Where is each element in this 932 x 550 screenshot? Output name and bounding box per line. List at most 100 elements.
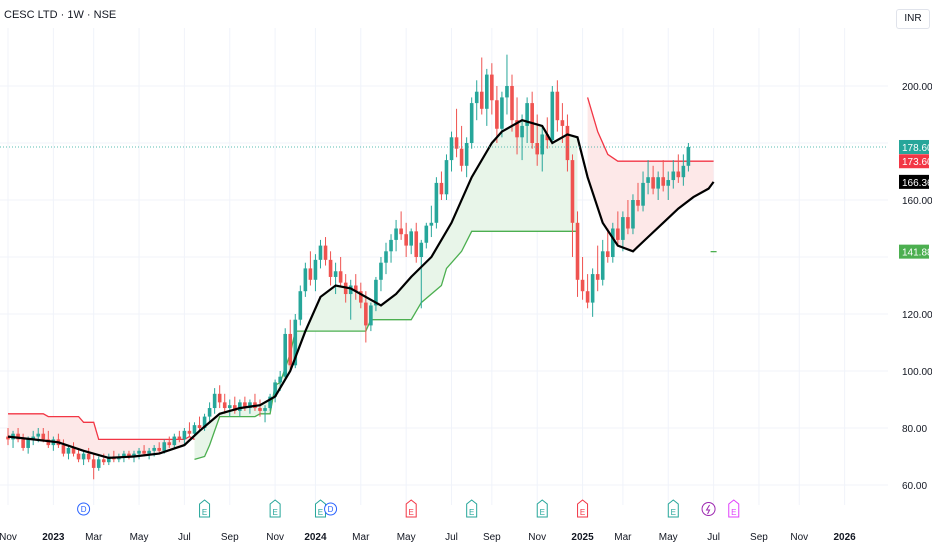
lightning-icon bbox=[705, 504, 711, 515]
upper-band-fill bbox=[8, 413, 195, 458]
candle-body bbox=[550, 91, 555, 141]
candle-body bbox=[313, 259, 318, 280]
x-tick-label: Sep bbox=[750, 532, 768, 543]
x-tick-label: May bbox=[659, 532, 678, 543]
candle-body bbox=[661, 177, 665, 186]
candle-body bbox=[101, 459, 106, 463]
candle-body bbox=[681, 165, 686, 178]
candle-body bbox=[515, 120, 519, 138]
x-tick-label: Mar bbox=[352, 532, 370, 543]
currency-label[interactable]: INR bbox=[896, 9, 930, 29]
earnings-event-icon bbox=[466, 499, 478, 518]
candle-body bbox=[192, 425, 197, 434]
y-tick-label: 100.00 bbox=[902, 367, 932, 378]
candle-body bbox=[575, 222, 580, 280]
dividend-event-icon bbox=[77, 502, 91, 516]
candle-body bbox=[71, 447, 76, 454]
candle-body bbox=[303, 268, 308, 292]
x-tick-label: May bbox=[397, 532, 416, 543]
upper-band-fill bbox=[587, 97, 714, 252]
candle-body bbox=[379, 262, 383, 280]
candle-body bbox=[61, 445, 66, 454]
price-badge-label: 173.60 bbox=[902, 157, 932, 168]
earnings-event-icon bbox=[405, 499, 417, 518]
candle-body bbox=[227, 405, 232, 409]
price-badge bbox=[899, 174, 929, 189]
candle-body bbox=[626, 217, 630, 229]
chart-title: CESC LTD · 1W · NSE bbox=[4, 9, 117, 21]
candle-body bbox=[308, 268, 313, 280]
upper-band-line bbox=[8, 413, 195, 441]
candle-body bbox=[444, 160, 449, 195]
candle-body bbox=[348, 285, 353, 295]
candle-body bbox=[91, 459, 96, 468]
candle-body bbox=[76, 453, 81, 460]
candle-body bbox=[555, 91, 560, 121]
candle-body bbox=[590, 274, 595, 303]
candle-body bbox=[36, 433, 41, 437]
candle-body bbox=[560, 120, 565, 126]
earnings-event-icon bbox=[536, 499, 548, 518]
split-event-icon bbox=[701, 502, 716, 516]
candle-body bbox=[525, 103, 529, 126]
candle-body bbox=[570, 160, 575, 223]
candle-body bbox=[96, 459, 101, 468]
candle-body bbox=[419, 242, 424, 257]
upper-band-line bbox=[586, 97, 714, 162]
earnings-event-label: E bbox=[731, 508, 736, 517]
candle-body bbox=[374, 279, 378, 306]
earnings-event-label: E bbox=[540, 508, 545, 517]
candle-body bbox=[605, 251, 610, 257]
earnings-event-icon bbox=[577, 499, 589, 518]
x-tick-label: 2023 bbox=[42, 532, 65, 543]
x-tick-label: Nov bbox=[266, 532, 284, 543]
candle-body bbox=[172, 436, 177, 446]
x-tick-label: May bbox=[130, 532, 149, 543]
candle-body bbox=[656, 177, 660, 189]
candle-body bbox=[31, 436, 35, 440]
candle-body bbox=[263, 408, 267, 411]
price-badge bbox=[899, 244, 929, 259]
candle-body bbox=[21, 439, 25, 448]
candle-body bbox=[338, 271, 343, 283]
candle-body bbox=[585, 291, 590, 303]
candle-body bbox=[46, 439, 51, 446]
candle-body bbox=[278, 376, 282, 383]
candle-body bbox=[353, 285, 358, 292]
candle-body bbox=[399, 228, 403, 235]
candle-body bbox=[500, 97, 504, 129]
x-tick-label: 2025 bbox=[571, 532, 594, 543]
price-badge-label: 166.36 bbox=[902, 178, 932, 189]
earnings-event-icon bbox=[667, 499, 679, 518]
candle-body bbox=[449, 137, 454, 161]
x-tick-label: Jul bbox=[707, 532, 720, 543]
candle-body bbox=[86, 453, 91, 460]
dividend-event-label: D bbox=[328, 505, 334, 514]
price-badge bbox=[899, 139, 929, 154]
candle-body bbox=[202, 416, 207, 428]
candle-body bbox=[479, 91, 484, 109]
x-tick-label: Mar bbox=[85, 532, 103, 543]
candle-body bbox=[580, 279, 585, 292]
candle-body bbox=[197, 425, 202, 428]
candle-body bbox=[424, 225, 429, 243]
earnings-event-label: E bbox=[671, 508, 676, 517]
candle-body bbox=[293, 319, 298, 366]
candle-body bbox=[182, 430, 187, 440]
candle-body bbox=[212, 393, 217, 409]
candle-body bbox=[676, 171, 681, 178]
candle-body bbox=[439, 182, 444, 195]
candle-body bbox=[631, 200, 635, 229]
candle-body bbox=[157, 447, 161, 451]
candle-body bbox=[132, 453, 136, 457]
candle-body bbox=[81, 453, 86, 460]
candle-body bbox=[207, 408, 212, 417]
candle-body bbox=[26, 439, 30, 448]
candle-body bbox=[328, 259, 333, 277]
candle-body bbox=[429, 222, 434, 226]
candle-body bbox=[490, 74, 494, 101]
candle-body bbox=[459, 148, 464, 166]
candle-body bbox=[217, 393, 222, 403]
y-tick-label: 200.00 bbox=[902, 82, 932, 93]
